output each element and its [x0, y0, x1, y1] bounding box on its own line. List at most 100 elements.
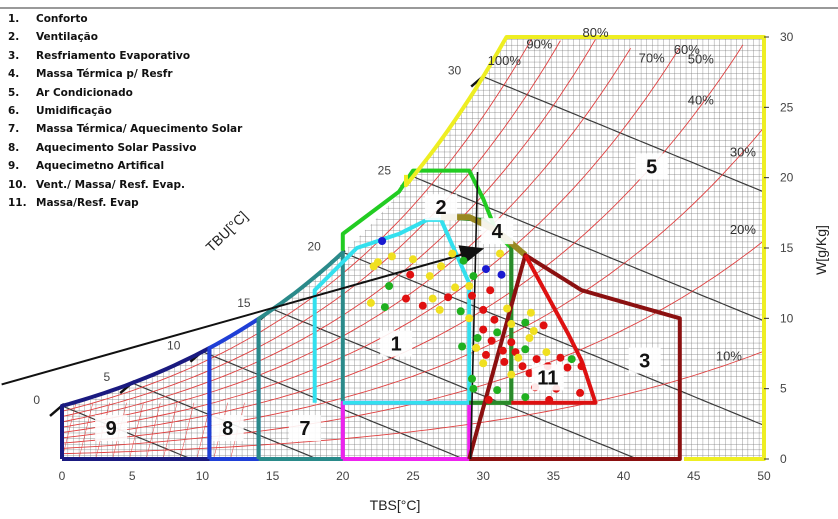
data-point [482, 265, 490, 274]
zone-legend: 1. Conforto 2. Ventilação 3. Resfriamento Eva… [8, 10, 242, 212]
rh-curve [62, 127, 764, 444]
y-tick-label: 15 [780, 241, 794, 255]
legend-item-number: 8. [8, 141, 20, 154]
data-point [507, 338, 516, 347]
data-point [507, 320, 516, 328]
rh-label: 40% [688, 93, 714, 108]
data-point [479, 359, 488, 368]
wetbulb-line [61, 405, 192, 460]
x-tick-label: 25 [406, 469, 420, 483]
y-tick-label: 30 [780, 30, 794, 44]
x-axis-title: TBS[°C] [370, 497, 421, 513]
data-points [366, 237, 586, 404]
data-point [468, 374, 476, 383]
data-point [545, 395, 554, 404]
wetbulb-tick-label: 20 [307, 239, 321, 253]
data-point [468, 291, 476, 300]
wetbulb-tick-label: 10 [167, 339, 181, 353]
y-tick-label: 5 [780, 382, 787, 396]
zone-label-box [635, 153, 668, 180]
data-point [469, 384, 478, 393]
legend-item-number: 7. [8, 123, 20, 136]
data-point [465, 282, 474, 290]
legend-item-label: Aquecimento Solar Passivo [36, 141, 197, 154]
data-point [428, 294, 437, 303]
data-point [451, 283, 460, 292]
x-tick-label: 0 [59, 469, 66, 483]
legend-item-label: Ventilação [36, 31, 98, 44]
zone-label: 11 [537, 367, 558, 389]
legend-item-label: Massa Térmica/ Aquecimento Solar [36, 123, 243, 136]
data-point [577, 362, 586, 371]
data-point [525, 334, 534, 342]
data-point [500, 357, 509, 366]
data-point [496, 249, 504, 258]
legend-item-number: 5. [8, 86, 20, 99]
data-point [521, 393, 530, 402]
legend-item: 3. Resfriamento Evaporativo [8, 47, 242, 65]
legend-item-number: 1. [8, 13, 20, 25]
data-point [521, 318, 530, 327]
zone-label-box [425, 194, 458, 221]
data-point [507, 370, 516, 379]
legend-item-label: Massa/Resf. Evap [36, 197, 139, 210]
data-point [459, 256, 468, 265]
legend-item-number: 4. [8, 68, 20, 81]
data-point [402, 294, 410, 303]
zone-7-outline [256, 250, 345, 461]
zone-label: 2 [436, 197, 447, 219]
wetbulb-line [482, 76, 765, 193]
data-point [479, 305, 488, 314]
data-point [532, 355, 541, 364]
data-point [498, 346, 507, 355]
wetbulb-tick-label: 5 [104, 370, 111, 384]
data-point [458, 342, 467, 351]
data-point [448, 249, 457, 258]
x-tick-label: 30 [477, 469, 491, 483]
rh-label: 100% [488, 53, 522, 68]
data-point [521, 345, 530, 354]
data-point [465, 314, 474, 323]
data-point [526, 308, 535, 317]
rh-label: 70% [639, 50, 665, 65]
wetbulb-tick-label: 15 [237, 296, 251, 310]
wetbulb-tick-label: 25 [378, 164, 392, 178]
data-point [425, 272, 434, 281]
zone-label-box [481, 218, 514, 245]
x-tick-label: 50 [757, 469, 771, 483]
data-point [556, 353, 565, 362]
zone-label: 3 [639, 351, 650, 373]
data-point [563, 363, 572, 372]
data-point [567, 355, 576, 364]
data-point [406, 270, 415, 279]
rh-label: 60% [674, 42, 700, 57]
data-point [435, 305, 444, 314]
legend-item-label: Ar Condicionado [36, 86, 133, 99]
data-point [482, 350, 490, 359]
legend-item: 11. Massa/Resf. Evap [8, 194, 242, 212]
y-tick-label: 10 [780, 311, 794, 325]
legend-item-label: Vent./ Massa/ Resf. Evap. [36, 178, 185, 191]
legend-item-label: Massa Térmica p/ Resfr [36, 68, 173, 81]
data-point [444, 293, 453, 302]
wetbulb-tick-label: 0 [33, 393, 40, 407]
data-point [472, 343, 481, 352]
rh-label: 80% [583, 25, 609, 40]
legend-item: 10. Vent./ Massa/ Resf. Evap. [8, 176, 242, 194]
rh-label: 10% [716, 349, 742, 364]
x-tick-label: 10 [196, 469, 210, 483]
x-tick-label: 35 [547, 469, 561, 483]
data-point [539, 321, 548, 330]
zone-5-outline [404, 35, 766, 461]
legend-item: 6. Umidificação [8, 102, 242, 120]
data-point [437, 262, 446, 271]
data-point [518, 362, 527, 371]
data-point [487, 336, 496, 345]
zone-label-box [380, 330, 413, 357]
zone-label: 5 [646, 156, 657, 178]
data-point [469, 272, 478, 281]
y-tick-label: 25 [780, 100, 794, 114]
data-point [497, 270, 506, 279]
legend-item: 4. Massa Térmica p/ Resfr [8, 65, 242, 83]
